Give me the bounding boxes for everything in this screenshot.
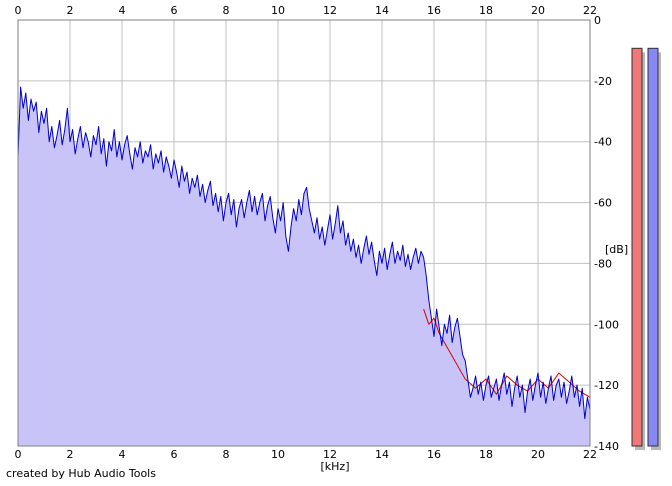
y-tick-label: 0 <box>594 14 601 27</box>
series-line <box>17 86 591 420</box>
x-tick-label-top: 4 <box>119 4 126 17</box>
y-tick-labels: 0 -20 -40 -60 -80 -100 -120 -140 <box>594 14 619 453</box>
x-tick-label-bottom: 16 <box>427 448 441 461</box>
y-tick-label: -40 <box>594 136 612 149</box>
x-tick-label-top: 22 <box>583 4 597 17</box>
x-tick-label-bottom: 12 <box>323 448 337 461</box>
level-meter-bar <box>631 47 643 447</box>
x-tick-label-top: 0 <box>15 4 22 17</box>
x-tick-label-top: 16 <box>427 4 441 17</box>
x-tick-label-bottom: 20 <box>531 448 545 461</box>
y-tick-label: -60 <box>594 197 612 210</box>
x-tick-label-top: 12 <box>323 4 337 17</box>
y-tick-label: -80 <box>594 257 612 270</box>
x-tick-label-top: 20 <box>531 4 545 17</box>
plot-frame <box>17 19 591 447</box>
series-layer <box>17 86 591 446</box>
x-tick-label-top: 10 <box>271 4 285 17</box>
series-line <box>423 308 591 398</box>
x-tick-label-top: 14 <box>375 4 389 17</box>
credit-text: created by Hub Audio Tools <box>6 467 156 480</box>
x-tick-label-bottom: 8 <box>223 448 230 461</box>
x-tick-label-bottom: 4 <box>119 448 126 461</box>
x-tick-label-bottom: 14 <box>375 448 389 461</box>
series-area <box>18 86 590 446</box>
y-unit-label: [dB] <box>605 243 628 256</box>
x-tick-label-top: 2 <box>67 4 74 17</box>
x-tick-label-bottom: 6 <box>171 448 178 461</box>
level-meters <box>631 47 661 451</box>
x-tick-labels-bottom: 0 2 4 6 8 10 12 14 16 18 20 22 <box>15 448 598 461</box>
x-tick-label-bottom: 22 <box>583 448 597 461</box>
level-meter-bar <box>647 47 659 447</box>
x-tick-label-bottom: 18 <box>479 448 493 461</box>
x-tick-labels-top: 0 2 4 6 8 10 12 14 16 18 20 22 <box>15 4 598 17</box>
y-tick-label: -140 <box>594 440 619 453</box>
x-tick-label-bottom: 10 <box>271 448 285 461</box>
x-tick-label-top: 6 <box>171 4 178 17</box>
y-tick-label: -20 <box>594 75 612 88</box>
y-tick-label: -120 <box>594 379 619 392</box>
x-tick-label-top: 18 <box>479 4 493 17</box>
x-tick-label-bottom: 2 <box>67 448 74 461</box>
x-tick-label-top: 8 <box>223 4 230 17</box>
x-tick-label-bottom: 0 <box>15 448 22 461</box>
x-unit-label: [kHz] <box>321 460 350 473</box>
y-tick-label: -100 <box>594 318 619 331</box>
